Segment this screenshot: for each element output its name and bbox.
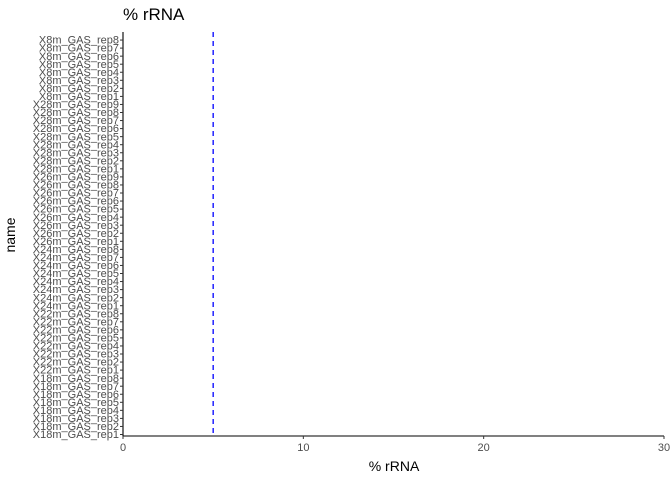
x-tick-label: 30 bbox=[658, 442, 670, 454]
y-tick-label: X26m_GAS_rep4 bbox=[33, 212, 119, 224]
y-tick-label: X18m_GAS_rep2 bbox=[33, 421, 119, 433]
y-tick-label: X28m_GAS_rep4 bbox=[33, 139, 119, 151]
chart-title: % rRNA bbox=[123, 5, 185, 24]
y-tick-label: X24m_GAS_rep3 bbox=[33, 284, 119, 296]
y-tick-label: X18m_GAS_rep7 bbox=[33, 381, 119, 393]
y-tick-label: X22m_GAS_rep1 bbox=[33, 365, 119, 377]
y-tick-label: X26m_GAS_rep8 bbox=[33, 180, 119, 192]
y-axis-label: name bbox=[2, 217, 18, 252]
y-tick-label: X28m_GAS_rep6 bbox=[33, 123, 119, 135]
y-tick-label: X18m_GAS_rep8 bbox=[33, 373, 119, 385]
y-tick-label: X28m_GAS_rep1 bbox=[33, 163, 119, 175]
y-tick-label: X28m_GAS_rep3 bbox=[33, 147, 119, 159]
y-tick-label: X18m_GAS_rep3 bbox=[33, 413, 119, 425]
y-tick-label: X26m_GAS_rep1 bbox=[33, 236, 119, 248]
x-tick-label: 20 bbox=[478, 442, 490, 454]
y-tick-label: X22m_GAS_rep7 bbox=[33, 316, 119, 328]
plot-area: X18m_GAS_rep1X18m_GAS_rep2X18m_GAS_rep3X… bbox=[33, 32, 670, 454]
y-tick-label: X28m_GAS_rep9 bbox=[33, 99, 119, 111]
y-tick-label: X22m_GAS_rep3 bbox=[33, 349, 119, 361]
y-tick-label: X8m_GAS_rep1 bbox=[39, 91, 119, 103]
y-tick-label: X26m_GAS_rep3 bbox=[33, 220, 119, 232]
y-tick-label: X18m_GAS_rep6 bbox=[33, 389, 119, 401]
x-axis-label: % rRNA bbox=[369, 458, 420, 474]
y-tick-label: X28m_GAS_rep8 bbox=[33, 107, 119, 119]
y-tick-label: X22m_GAS_rep5 bbox=[33, 333, 119, 345]
y-tick-label: X8m_GAS_rep3 bbox=[39, 75, 119, 87]
y-tick-label: X28m_GAS_rep7 bbox=[33, 115, 119, 127]
y-tick-label: X28m_GAS_rep5 bbox=[33, 131, 119, 143]
y-tick-label: X24m_GAS_rep8 bbox=[33, 244, 119, 256]
x-tick-label: 10 bbox=[297, 442, 309, 454]
y-tick-label: X26m_GAS_rep6 bbox=[33, 196, 119, 208]
y-tick-label: X24m_GAS_rep5 bbox=[33, 268, 119, 280]
y-tick-label: X22m_GAS_rep4 bbox=[33, 341, 119, 353]
y-tick-label: X18m_GAS_rep4 bbox=[33, 405, 119, 417]
y-tick-label: X28m_GAS_rep2 bbox=[33, 155, 119, 167]
y-tick-label: X24m_GAS_rep7 bbox=[33, 252, 119, 264]
y-tick-label: X22m_GAS_rep8 bbox=[33, 308, 119, 320]
y-tick-label: X18m_GAS_rep1 bbox=[33, 429, 119, 441]
y-tick-label: X26m_GAS_rep7 bbox=[33, 188, 119, 200]
y-tick-label: X26m_GAS_rep2 bbox=[33, 228, 119, 240]
y-tick-label: X26m_GAS_rep9 bbox=[33, 172, 119, 184]
y-tick-label: X8m_GAS_rep4 bbox=[39, 67, 119, 79]
y-tick-label: X8m_GAS_rep8 bbox=[39, 35, 119, 47]
y-tick-label: X22m_GAS_rep6 bbox=[33, 324, 119, 336]
y-tick-label: X24m_GAS_rep4 bbox=[33, 276, 119, 288]
y-tick-label: X26m_GAS_rep5 bbox=[33, 204, 119, 216]
y-tick-label: X8m_GAS_rep2 bbox=[39, 83, 119, 95]
x-tick-label: 0 bbox=[120, 442, 126, 454]
y-tick-label: X18m_GAS_rep5 bbox=[33, 397, 119, 409]
y-tick-label: X8m_GAS_rep7 bbox=[39, 43, 119, 55]
y-tick-label: X24m_GAS_rep1 bbox=[33, 300, 119, 312]
y-tick-label: X8m_GAS_rep5 bbox=[39, 59, 119, 71]
y-tick-label: X8m_GAS_rep6 bbox=[39, 51, 119, 63]
y-tick-label: X22m_GAS_rep2 bbox=[33, 357, 119, 369]
y-tick-label: X24m_GAS_rep6 bbox=[33, 260, 119, 272]
y-tick-label: X24m_GAS_rep2 bbox=[33, 292, 119, 304]
